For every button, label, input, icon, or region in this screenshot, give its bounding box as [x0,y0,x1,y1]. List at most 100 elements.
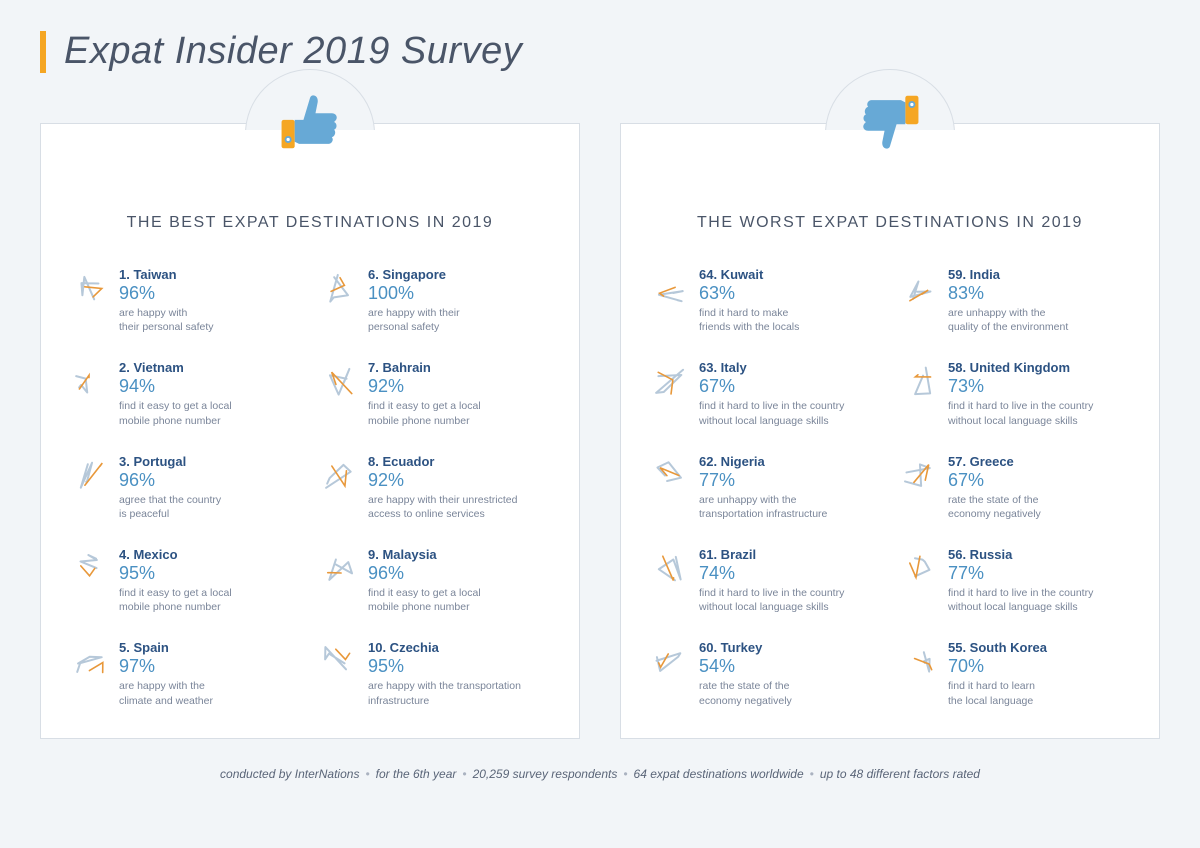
description: are happy with theirpersonal safety [368,306,549,334]
description: agree that the countryis peaceful [119,493,300,521]
worst-badge [825,69,955,199]
description: are happy with their unrestrictedaccess … [368,493,549,521]
destination-item: 2. Vietnam 94% find it easy to get a loc… [71,360,300,427]
item-text: 61. Brazil 74% find it hard to live in t… [699,547,880,614]
destination-item: 7. Bahrain 92% find it easy to get a loc… [320,360,549,427]
best-grid: 1. Taiwan 96% are happy withtheir person… [71,267,549,708]
destination-item: 1. Taiwan 96% are happy withtheir person… [71,267,300,334]
rank-label: 61. Brazil [699,547,880,562]
item-text: 58. United Kingdom 73% find it hard to l… [948,360,1129,427]
description: are unhappy with thequality of the envir… [948,306,1129,334]
description: find it hard to makefriends with the loc… [699,306,880,334]
country-map-icon [900,269,938,307]
main-title: Expat Insider 2019 Survey [64,30,522,73]
country-map-icon [71,549,109,587]
rank-label: 62. Nigeria [699,454,880,469]
description: find it easy to get a localmobile phone … [368,399,549,427]
country-map-icon [320,642,358,680]
dot-separator: • [365,767,369,781]
description: find it hard to live in the countrywitho… [948,399,1129,427]
percent-value: 92% [368,470,549,491]
item-text: 10. Czechia 95% are happy with the trans… [368,640,549,707]
description: rate the state of theeconomy negatively [699,679,880,707]
country-map-icon [651,269,689,307]
country-map-icon [320,269,358,307]
description: are happy with theclimate and weather [119,679,300,707]
rank-label: 55. South Korea [948,640,1129,655]
rank-label: 10. Czechia [368,640,549,655]
thumbs-down-icon [855,87,925,157]
description: are happy with the transportationinfrast… [368,679,549,707]
percent-value: 96% [119,283,300,304]
dot-separator: • [462,767,466,781]
item-text: 1. Taiwan 96% are happy withtheir person… [119,267,300,334]
percent-value: 95% [119,563,300,584]
percent-value: 70% [948,656,1129,677]
rank-label: 9. Malaysia [368,547,549,562]
item-text: 64. Kuwait 63% find it hard to makefrien… [699,267,880,334]
percent-value: 96% [368,563,549,584]
destination-item: 58. United Kingdom 73% find it hard to l… [900,360,1129,427]
footer-part: for the 6th year [376,767,457,781]
rank-label: 7. Bahrain [368,360,549,375]
rank-label: 57. Greece [948,454,1129,469]
destination-item: 10. Czechia 95% are happy with the trans… [320,640,549,707]
rank-label: 59. India [948,267,1129,282]
destination-item: 62. Nigeria 77% are unhappy with thetran… [651,454,880,521]
destination-item: 63. Italy 67% find it hard to live in th… [651,360,880,427]
item-text: 59. India 83% are unhappy with thequalit… [948,267,1129,334]
destination-item: 4. Mexico 95% find it easy to get a loca… [71,547,300,614]
percent-value: 73% [948,376,1129,397]
country-map-icon [71,456,109,494]
country-map-icon [651,456,689,494]
description: find it easy to get a localmobile phone … [119,399,300,427]
best-heading: THE BEST EXPAT DESTINATIONS IN 2019 [71,214,549,232]
dot-separator: • [810,767,814,781]
rank-label: 6. Singapore [368,267,549,282]
page: Expat Insider 2019 Survey THE BEST EXPAT… [0,0,1200,801]
item-text: 56. Russia 77% find it hard to live in t… [948,547,1129,614]
percent-value: 63% [699,283,880,304]
rank-label: 5. Spain [119,640,300,655]
description: rate the state of the economy negatively [948,493,1129,521]
percent-value: 94% [119,376,300,397]
country-map-icon [651,549,689,587]
country-map-icon [71,269,109,307]
description: find it hard to live in the countrywitho… [948,586,1129,614]
country-map-icon [71,642,109,680]
accent-bar [40,31,46,73]
percent-value: 77% [699,470,880,491]
country-map-icon [900,456,938,494]
item-text: 55. South Korea 70% find it hard to lear… [948,640,1129,707]
destination-item: 57. Greece 67% rate the state of the eco… [900,454,1129,521]
panels-row: THE BEST EXPAT DESTINATIONS IN 2019 1. T… [40,123,1160,739]
country-map-icon [320,362,358,400]
dot-separator: • [623,767,627,781]
country-map-icon [900,362,938,400]
percent-value: 96% [119,470,300,491]
best-panel: THE BEST EXPAT DESTINATIONS IN 2019 1. T… [40,123,580,739]
description: find it easy to get a localmobile phone … [119,586,300,614]
country-map-icon [320,456,358,494]
country-map-icon [71,362,109,400]
footer-part: up to 48 different factors rated [820,767,980,781]
percent-value: 83% [948,283,1129,304]
item-text: 2. Vietnam 94% find it easy to get a loc… [119,360,300,427]
footer-part: conducted by InterNations [220,767,359,781]
footer-part: 20,259 survey respondents [473,767,618,781]
rank-label: 2. Vietnam [119,360,300,375]
destination-item: 55. South Korea 70% find it hard to lear… [900,640,1129,707]
percent-value: 92% [368,376,549,397]
country-map-icon [900,549,938,587]
destination-item: 56. Russia 77% find it hard to live in t… [900,547,1129,614]
rank-label: 4. Mexico [119,547,300,562]
destination-item: 60. Turkey 54% rate the state of theecon… [651,640,880,707]
destination-item: 59. India 83% are unhappy with thequalit… [900,267,1129,334]
description: are unhappy with thetransportation infra… [699,493,880,521]
rank-label: 8. Ecuador [368,454,549,469]
rank-label: 64. Kuwait [699,267,880,282]
footer-part: 64 expat destinations worldwide [634,767,804,781]
rank-label: 3. Portugal [119,454,300,469]
country-map-icon [651,362,689,400]
percent-value: 77% [948,563,1129,584]
